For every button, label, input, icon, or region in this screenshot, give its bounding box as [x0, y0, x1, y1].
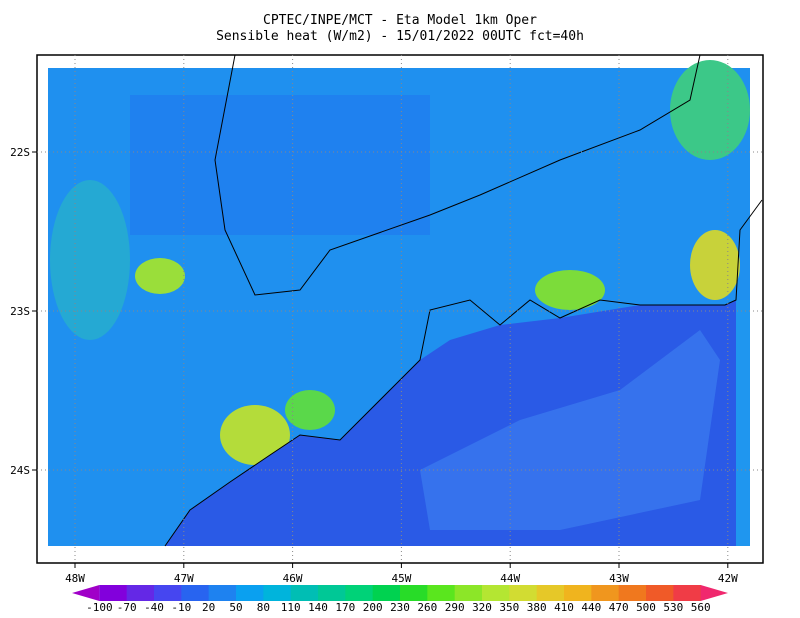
- field-patch: [285, 390, 335, 430]
- colorbar-label: 80: [257, 601, 270, 614]
- colorbar: -100 -70 -40 -10 20 50 80 110 140 170 200 230 260 290…: [72, 585, 728, 614]
- colorbar-label: 170: [335, 601, 355, 614]
- colorbar-cell: [673, 585, 702, 601]
- colorbar-label: 20: [202, 601, 215, 614]
- colorbar-label: 320: [472, 601, 492, 614]
- colorbar-cell: [208, 585, 237, 601]
- colorbar-label: 290: [445, 601, 465, 614]
- field-patch: [670, 60, 750, 160]
- ocean-edge: [736, 300, 750, 546]
- colorbar-label: -70: [117, 601, 137, 614]
- colorbar-label: 380: [527, 601, 547, 614]
- colorbar-label: 200: [363, 601, 383, 614]
- colorbar-cell: [318, 585, 346, 601]
- x-tick-label: 44W: [500, 572, 520, 585]
- colorbar-cell: [618, 585, 647, 601]
- field-patch: [535, 270, 605, 310]
- x-tick-label: 47W: [174, 572, 194, 585]
- colorbar-label: 110: [281, 601, 301, 614]
- state-border: [214, 54, 701, 296]
- colorbar-label: 410: [554, 601, 574, 614]
- field-patch: [50, 180, 130, 340]
- colorbar-label: 50: [229, 601, 242, 614]
- colorbar-cell: [482, 585, 510, 601]
- grid: 48W 47W 46W 45W 44W 43W 42W 22S 23S 24S: [10, 55, 763, 585]
- colorbar-label: 260: [417, 601, 437, 614]
- field-patch: [135, 258, 185, 294]
- colorbar-cell: [72, 585, 100, 601]
- colorbar-label: 530: [663, 601, 683, 614]
- colorbar-cell: [236, 585, 264, 601]
- y-tick-label: 23S: [10, 305, 30, 318]
- colorbar-cell: [400, 585, 428, 601]
- colorbar-cell: [700, 585, 728, 601]
- colorbar-label: 140: [308, 601, 328, 614]
- colorbar-label: 500: [636, 601, 656, 614]
- colorbar-cell: [536, 585, 565, 601]
- colorbar-cell: [99, 585, 128, 601]
- field-patch: [220, 405, 290, 465]
- x-tick-label: 48W: [65, 572, 85, 585]
- subtitle: Sensible heat (W/m2) - 15/01/2022 00UTC …: [216, 29, 584, 44]
- x-tick-label: 46W: [283, 572, 303, 585]
- colorbar-label: 470: [609, 601, 629, 614]
- colorbar-cell: [345, 585, 374, 601]
- colorbar-cell: [564, 585, 592, 601]
- colorbar-cell: [509, 585, 538, 601]
- x-tick-label: 43W: [609, 572, 629, 585]
- colorbar-cell: [454, 585, 483, 601]
- colorbar-label: -10: [171, 601, 191, 614]
- colorbar-cell: [591, 585, 620, 601]
- colorbar-cell: [154, 585, 182, 601]
- field: [48, 54, 763, 547]
- colorbar-cell: [290, 585, 319, 601]
- colorbar-label: -40: [144, 601, 164, 614]
- colorbar-cell: [646, 585, 674, 601]
- colorbar-label: 350: [499, 601, 519, 614]
- colorbar-label: 230: [390, 601, 410, 614]
- y-tick-label: 22S: [10, 146, 30, 159]
- ocean-shelf: [420, 330, 720, 530]
- field-patch: [130, 95, 430, 235]
- coastline: [164, 199, 763, 547]
- colorbar-cell: [126, 585, 155, 601]
- title: CPTEC/INPE/MCT - Eta Model 1km Oper: [263, 13, 537, 28]
- x-tick-label: 45W: [391, 572, 411, 585]
- colorbar-cell: [427, 585, 456, 601]
- colorbar-cell: [181, 585, 210, 601]
- colorbar-label: 560: [691, 601, 711, 614]
- map-frame: [36, 54, 764, 564]
- colorbar-cell: [372, 585, 401, 601]
- colorbar-label: -100: [86, 601, 113, 614]
- x-tick-label: 42W: [718, 572, 738, 585]
- colorbar-label: 440: [581, 601, 601, 614]
- field-patch: [690, 230, 740, 300]
- colorbar-cell: [263, 585, 292, 601]
- y-tick-label: 24S: [10, 464, 30, 477]
